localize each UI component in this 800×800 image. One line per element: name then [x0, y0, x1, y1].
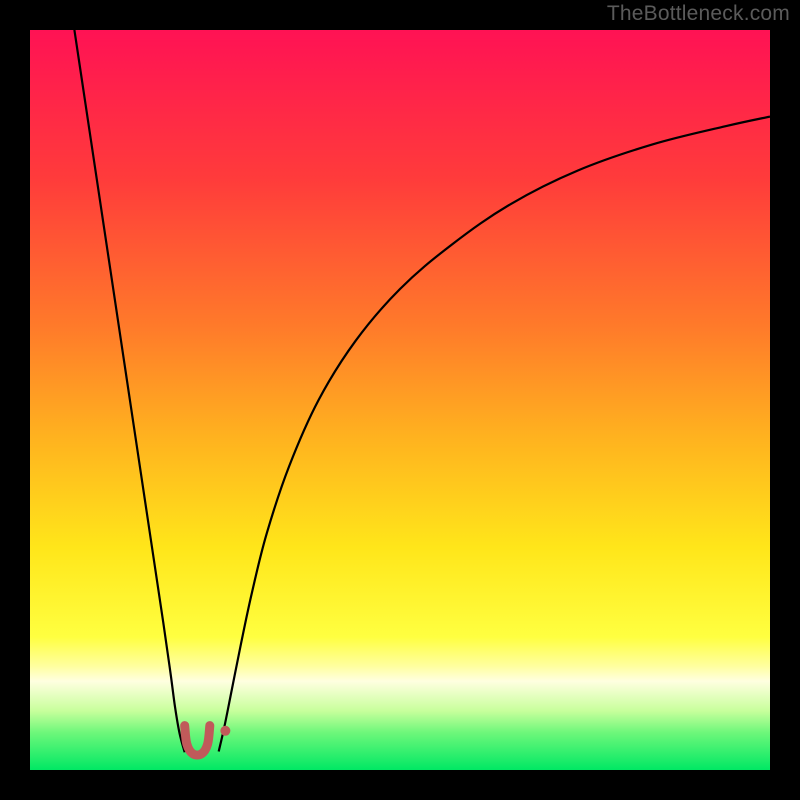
chart-frame: TheBottleneck.com [0, 0, 800, 800]
gradient-background [30, 30, 770, 770]
watermark-text: TheBottleneck.com [607, 2, 790, 26]
trough-dot [220, 726, 230, 736]
bottleneck-chart [0, 0, 800, 800]
